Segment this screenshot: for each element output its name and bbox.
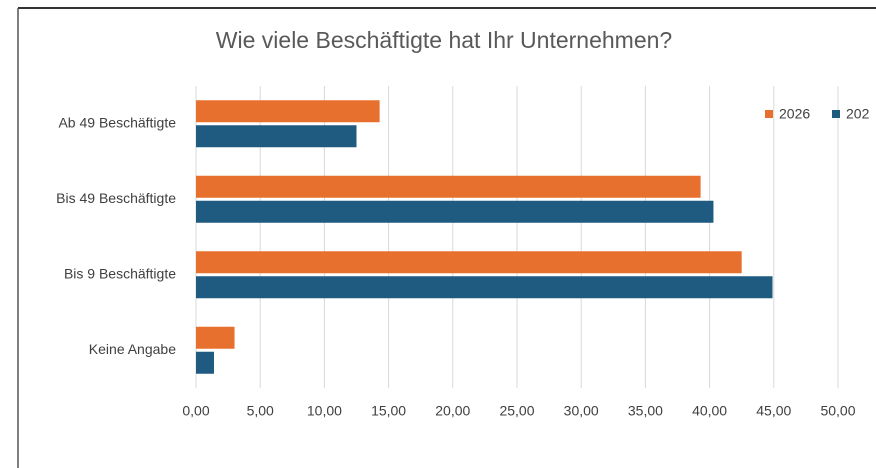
x-tick-label: 50,00	[820, 403, 855, 419]
legend-label: 202	[846, 106, 870, 122]
bar	[196, 351, 214, 374]
legend-swatch	[765, 110, 773, 118]
x-tick-label: 25,00	[499, 403, 534, 419]
x-tick-label: 5,00	[247, 403, 274, 419]
x-tick-label: 10,00	[307, 403, 342, 419]
x-tick-label: 30,00	[564, 403, 599, 419]
x-tick-label: 20,00	[435, 403, 470, 419]
x-tick-label: 15,00	[371, 403, 406, 419]
x-tick-label: 45,00	[756, 403, 791, 419]
y-tick-label: Keine Angabe	[89, 341, 176, 357]
x-tick-label: 0,00	[182, 403, 209, 419]
y-tick-label: Bis 9 Beschäftigte	[64, 265, 176, 281]
x-tick-label: 35,00	[628, 403, 663, 419]
x-tick-label: 40,00	[692, 403, 727, 419]
y-tick-label: Bis 49 Beschäftigte	[56, 190, 176, 206]
bar	[196, 100, 380, 123]
bar	[196, 326, 235, 349]
chart-title: Wie viele Beschäftigte hat Ihr Unternehm…	[216, 27, 672, 53]
legend-label: 2026	[779, 106, 810, 122]
bar	[196, 200, 714, 223]
legend-swatch	[832, 110, 840, 118]
bar	[196, 251, 742, 274]
bar	[196, 276, 773, 299]
bar	[196, 175, 701, 198]
bar	[196, 125, 357, 148]
y-tick-label: Ab 49 Beschäftigte	[58, 114, 176, 130]
